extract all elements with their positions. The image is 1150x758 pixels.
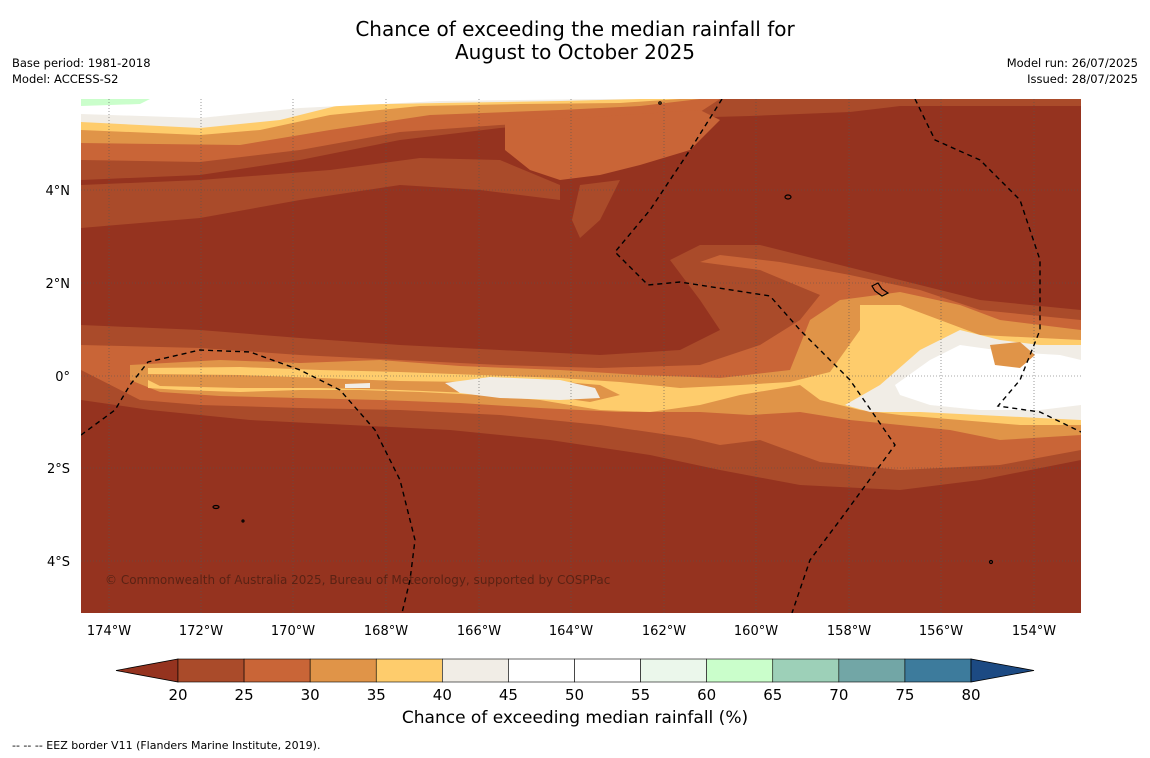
colorbar-swatch xyxy=(243,658,311,683)
colorbar-swatch xyxy=(772,658,840,683)
colorbar-tick-label: 30 xyxy=(301,686,320,704)
colorbar-swatch xyxy=(838,658,906,683)
colorbar-swatch xyxy=(309,658,377,683)
model-run: Model run: 26/07/2025 xyxy=(1006,56,1138,70)
colorbar-tick-label: 65 xyxy=(763,686,782,704)
map-plot-area: © Commonwealth of Australia 2025, Bureau… xyxy=(81,99,1081,613)
lon-tick-label: 174°W xyxy=(87,624,131,639)
lat-tick-label: 4°N xyxy=(46,184,71,199)
colorbar-tick-label: 80 xyxy=(961,686,980,704)
lon-tick-label: 156°W xyxy=(919,624,963,639)
lon-tick-label: 166°W xyxy=(457,624,501,639)
islands xyxy=(212,101,994,565)
colorbar-tick-label: 75 xyxy=(895,686,914,704)
colorbar-tick-label: 50 xyxy=(565,686,584,704)
colorbar-tick-label: 35 xyxy=(367,686,386,704)
lon-tick-label: 160°W xyxy=(734,624,778,639)
lon-tick-label: 154°W xyxy=(1012,624,1056,639)
base-period: Base period: 1981-2018 xyxy=(12,56,151,70)
colorbar-extend-high xyxy=(970,658,1035,683)
lon-tick-label: 168°W xyxy=(364,624,408,639)
colorbar-swatch xyxy=(177,658,245,683)
lat-tick-label: 4°S xyxy=(47,555,70,570)
colorbar-swatch xyxy=(574,658,641,683)
model-name: Model: ACCESS-S2 xyxy=(12,72,119,86)
lon-tick-label: 164°W xyxy=(549,624,593,639)
colorbar-title: Chance of exceeding median rainfall (%) xyxy=(401,708,749,728)
lon-tick-label: 162°W xyxy=(642,624,686,639)
colorbar-extend-low xyxy=(115,658,179,683)
colorbar-swatch xyxy=(706,658,774,683)
meta-right: Model run: 26/07/2025 Issued: 28/07/2025 xyxy=(1007,55,1138,87)
colorbar-tick-label: 70 xyxy=(829,686,848,704)
colorbar-tick-label: 55 xyxy=(631,686,650,704)
lon-tick-label: 158°W xyxy=(827,624,871,639)
colorbar-swatch xyxy=(508,658,575,683)
colorbar-swatch xyxy=(640,658,707,683)
eez-borders xyxy=(81,99,1081,613)
title-line-2: August to October 2025 xyxy=(454,40,696,64)
colorbar-swatch xyxy=(375,658,443,683)
colorbar-tick-label: 60 xyxy=(697,686,716,704)
lon-tick-label: 170°W xyxy=(271,624,315,639)
eez-legend-note: -- -- -- EEZ border V11 (Flanders Marine… xyxy=(12,739,321,752)
lat-tick-label: 2°S xyxy=(47,462,70,477)
lat-tick-label: 2°N xyxy=(46,277,71,292)
colorbar-tick-label: 45 xyxy=(499,686,518,704)
colorbar-tick-label: 20 xyxy=(168,686,187,704)
issued-date: Issued: 28/07/2025 xyxy=(1027,72,1138,86)
colorbar-swatch xyxy=(904,658,972,683)
copyright-text: © Commonwealth of Australia 2025, Bureau… xyxy=(105,573,610,587)
y-axis: 4°N 2°N 0° 2°S 4°S xyxy=(46,184,71,570)
colorbar-tick-label: 40 xyxy=(433,686,452,704)
x-axis: 174°W 172°W 170°W 168°W 166°W 164°W 162°… xyxy=(87,624,1056,639)
meta-left: Base period: 1981-2018 Model: ACCESS-S2 xyxy=(12,55,151,87)
chart-title: Chance of exceeding the median rainfall … xyxy=(0,18,1150,64)
title-line-1: Chance of exceeding the median rainfall … xyxy=(355,17,795,41)
colorbar-tick-label: 25 xyxy=(235,686,254,704)
lon-tick-label: 172°W xyxy=(179,624,223,639)
colorbar-swatch xyxy=(442,658,509,683)
colorbar: 20 25 30 35 40 45 50 55 60 65 70 75 80 xyxy=(115,658,1035,704)
lat-tick-label: 0° xyxy=(55,370,70,385)
